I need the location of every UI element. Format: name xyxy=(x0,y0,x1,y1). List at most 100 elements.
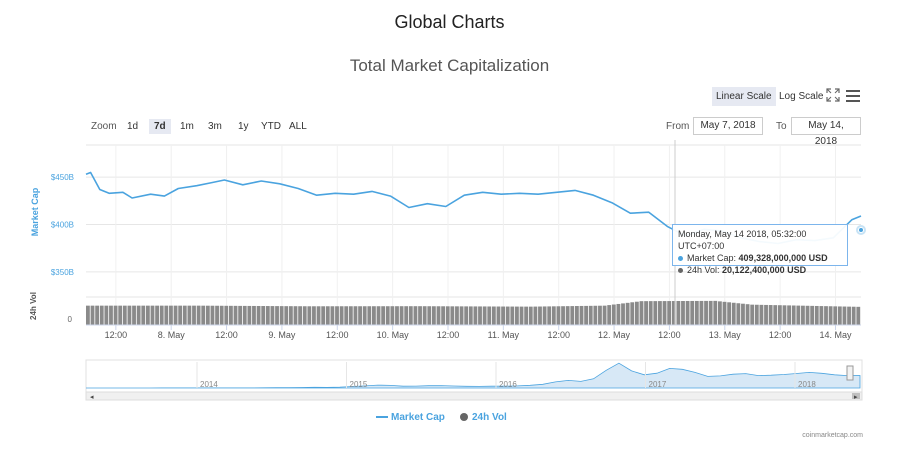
volume-bar xyxy=(505,306,510,325)
volume-bar xyxy=(418,306,422,325)
fullscreen-icon[interactable] xyxy=(826,88,840,107)
scroll-left-arrow[interactable]: ◂ xyxy=(90,394,94,401)
volume-bar xyxy=(501,306,505,325)
volume-bar xyxy=(427,306,432,325)
legend-24h-vol[interactable]: 24h Vol xyxy=(460,412,507,423)
volume-bar xyxy=(330,306,335,325)
volume-bar xyxy=(404,306,409,325)
legend-dot-icon xyxy=(460,413,468,422)
tooltip-vol-value: 20,122,400,000 USD xyxy=(722,265,807,275)
volume-bar xyxy=(796,305,801,325)
volume-bar xyxy=(247,305,252,325)
volume-bar xyxy=(270,306,275,325)
zoom-ytd-button[interactable]: YTD xyxy=(261,121,281,132)
volume-bar xyxy=(256,305,261,325)
zoom-1d-button[interactable]: 1d xyxy=(127,121,139,132)
navigator-year-label: 2015 xyxy=(350,380,368,389)
legend-market-cap[interactable]: Market Cap xyxy=(376,412,445,423)
volume-bar xyxy=(215,305,219,325)
zoom-1m-button[interactable]: 1m xyxy=(180,121,194,132)
y-axis-title: Market Cap xyxy=(30,187,40,236)
navigator-handle[interactable] xyxy=(846,365,854,381)
volume-bar xyxy=(607,305,612,325)
volume-bar xyxy=(533,306,538,325)
x-tick-label: 12:00 xyxy=(547,330,570,340)
volume-bar xyxy=(496,306,501,325)
volume-bar xyxy=(164,305,169,325)
volume-bar xyxy=(182,305,187,325)
volume-bar xyxy=(542,306,547,325)
x-tick-label: 9. May xyxy=(268,330,296,340)
log-scale-button[interactable]: Log Scale xyxy=(779,91,824,102)
to-date-input[interactable]: May 14, 2018 xyxy=(791,117,861,147)
volume-bar xyxy=(837,306,842,325)
volume-bar xyxy=(159,305,164,325)
volume-bar xyxy=(782,305,787,325)
volume-bar xyxy=(178,305,183,325)
volume-bar xyxy=(630,302,635,325)
volume-bar xyxy=(395,306,399,325)
volume-bar xyxy=(372,306,376,325)
hover-point[interactable] xyxy=(858,227,864,233)
zoom-3m-button[interactable]: 3m xyxy=(208,121,222,132)
volume-bar xyxy=(856,306,861,325)
volume-bar xyxy=(570,306,575,325)
volume-bar xyxy=(653,301,658,325)
volume-bar xyxy=(381,306,386,325)
volume-bar xyxy=(819,306,824,325)
x-tick-label: 12:00 xyxy=(105,330,128,340)
volume-bar xyxy=(339,306,344,325)
menu-icon[interactable] xyxy=(846,89,860,107)
volume-bar xyxy=(145,305,150,325)
chart-tooltip: Monday, May 14 2018, 05:32:00 UTC+07:00 … xyxy=(672,224,848,275)
volume-bar xyxy=(229,305,233,325)
volume-bar xyxy=(588,305,593,325)
zoom-1y-button[interactable]: 1y xyxy=(238,121,249,132)
volume-bar xyxy=(104,305,109,325)
volume-bar xyxy=(644,301,648,325)
linear-scale-button[interactable]: Linear Scale xyxy=(712,87,776,106)
vol-tick-zero: 0 xyxy=(68,315,73,324)
y-tick-label: $450B xyxy=(51,173,74,182)
volume-bar xyxy=(390,306,395,325)
volume-bar xyxy=(279,306,284,325)
volume-bar xyxy=(118,305,123,325)
volume-bar xyxy=(233,305,238,325)
volume-bar xyxy=(547,306,552,325)
zoom-all-button[interactable]: ALL xyxy=(289,121,307,132)
navigator-year-label: 2016 xyxy=(499,380,517,389)
volume-bar xyxy=(717,301,722,325)
legend-line-icon xyxy=(376,416,388,419)
volume-bar xyxy=(219,305,224,325)
volume-bar xyxy=(205,305,210,325)
volume-bar xyxy=(141,305,146,325)
volume-bar xyxy=(422,306,427,325)
scroll-right-arrow[interactable]: ▸ xyxy=(854,394,858,401)
from-date-input[interactable]: May 7, 2018 xyxy=(693,117,763,135)
y-tick-label: $350B xyxy=(51,268,74,277)
volume-bar xyxy=(431,306,436,325)
navigator-year-label: 2017 xyxy=(649,380,667,389)
volume-bar xyxy=(136,305,141,325)
volume-bar xyxy=(727,302,732,325)
volume-bar xyxy=(561,306,565,325)
x-tick-label: 12:00 xyxy=(658,330,681,340)
volume-bar xyxy=(616,303,621,325)
tooltip-vol-row: 24h Vol: 20,122,400,000 USD xyxy=(678,264,842,276)
scrollbar-thumb[interactable] xyxy=(852,393,860,399)
volume-bar xyxy=(367,306,372,325)
volume-bar xyxy=(302,306,307,325)
volume-bar xyxy=(99,305,104,325)
volume-bar xyxy=(851,306,856,325)
volume-bar xyxy=(95,305,100,325)
volume-bar xyxy=(773,305,778,325)
zoom-label: Zoom xyxy=(91,121,117,132)
volume-bar xyxy=(284,306,289,325)
volume-bar xyxy=(201,305,206,325)
zoom-7d-button[interactable]: 7d xyxy=(149,119,171,134)
volume-bar xyxy=(455,306,459,325)
credit-link[interactable]: coinmarketcap.com xyxy=(802,432,863,439)
vol-dot-icon xyxy=(678,268,683,274)
navigator-scrollbar[interactable] xyxy=(85,391,863,401)
volume-bar xyxy=(408,306,413,325)
